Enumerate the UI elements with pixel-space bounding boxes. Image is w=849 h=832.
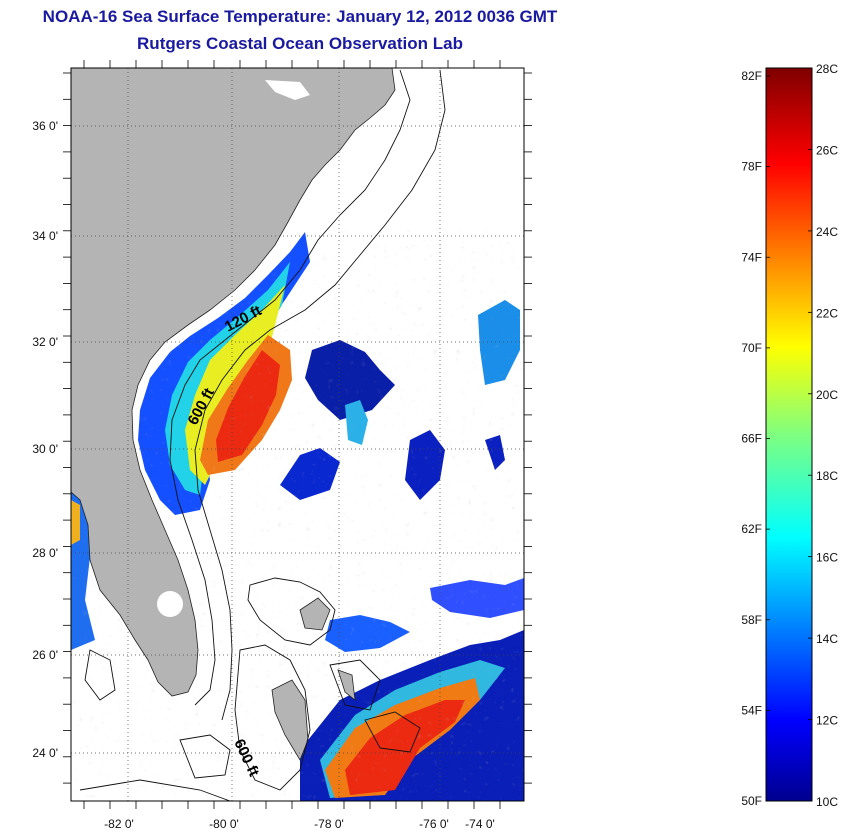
colorbar-gradient <box>765 67 813 802</box>
map-frame <box>70 67 525 802</box>
pamlico-sound <box>265 80 310 100</box>
colorbar-fahrenheit-labels: 82F 78F 74F 70F 66F 62F 58F 54F 50F <box>741 69 762 808</box>
map-axis-ticks <box>63 60 532 809</box>
colorbar-fahrenheit-label: 78F <box>741 160 762 174</box>
colorbar-fahrenheit-label: 66F <box>741 432 762 446</box>
latitude-label: 24 0' <box>32 746 58 760</box>
contour-bahamas <box>79 779 231 801</box>
colorbar-celsius-label: 20C <box>816 388 838 402</box>
longitude-label: -82 0' <box>104 817 134 831</box>
contour-bahamas <box>247 577 336 646</box>
colorbar-fahrenheit-label: 82F <box>741 69 762 83</box>
contour-120ft <box>169 69 411 706</box>
colorbar-fahrenheit-label: 70F <box>741 341 762 355</box>
colorbar-celsius-label: 18C <box>816 469 838 483</box>
colorbar-celsius-label: 24C <box>816 225 838 239</box>
contour-bahamas <box>84 649 116 701</box>
latitude-tick-labels: 36 0' 34 0' 32 0' 30 0' 28 0' 26 0' 24 0' <box>32 119 58 760</box>
colorbar-ticks <box>766 67 812 802</box>
latitude-label: 26 0' <box>32 648 58 662</box>
map-plot-area: 120 ft 600 ft 600 ft <box>71 68 524 801</box>
contour-bahamas <box>329 659 381 711</box>
contour-bahamas <box>179 734 231 779</box>
colorbar-fahrenheit-label: 54F <box>741 703 762 717</box>
colorbar-fahrenheit-label: 50F <box>741 794 762 808</box>
abaco-island <box>299 597 331 631</box>
colorbar-celsius-labels: 28C 26C 24C 22C 20C 18C 16C 14C 12C 10C <box>816 62 838 809</box>
map-subtitle: Rutgers Coastal Ocean Observation Lab <box>137 34 463 53</box>
map-title: NOAA-16 Sea Surface Temperature: January… <box>42 7 558 26</box>
colorbar-fahrenheit-label: 62F <box>741 522 762 536</box>
latitude-label: 36 0' <box>32 119 58 133</box>
colorbar-celsius-label: 10C <box>816 795 838 809</box>
longitude-label: -76 0' <box>419 817 449 831</box>
latitude-label: 30 0' <box>32 442 58 456</box>
longitude-tick-labels: -82 0' -80 0' -78 0' -76 0' -74 0' <box>104 817 495 831</box>
southeast-us-land <box>71 68 396 697</box>
colorbar-celsius-label: 14C <box>816 632 838 646</box>
colorbar-celsius-label: 16C <box>816 551 838 565</box>
colorbar-fahrenheit-label: 74F <box>741 250 762 264</box>
lake-okeechobee <box>157 591 183 617</box>
latitude-label: 34 0' <box>32 229 58 243</box>
contour-bahamas <box>364 711 421 753</box>
contour-600ft <box>194 69 446 721</box>
colorbar-celsius-label: 22C <box>816 306 838 320</box>
longitude-label: -78 0' <box>314 817 344 831</box>
land-layer <box>71 68 396 761</box>
colorbar-celsius-label: 26C <box>816 143 838 157</box>
temperature-colorbar: 82F 78F 74F 70F 66F 62F 58F 54F 50F 28C 26C 24C 22C… <box>741 62 838 809</box>
colorbar-celsius-label: 12C <box>816 714 838 728</box>
longitude-label: -74 0' <box>465 817 495 831</box>
bathymetry-contours <box>79 69 446 801</box>
colorbar-celsius-label: 28C <box>816 62 838 76</box>
andros-island <box>271 679 309 761</box>
longitude-label: -80 0' <box>209 817 239 831</box>
contour-bahamas <box>234 644 311 791</box>
sst-data-layer <box>71 230 524 801</box>
colorbar-fahrenheit-label: 58F <box>741 613 762 627</box>
latitude-label: 32 0' <box>32 335 58 349</box>
latitude-label: 28 0' <box>32 546 58 560</box>
eleuthera-island <box>337 669 356 701</box>
